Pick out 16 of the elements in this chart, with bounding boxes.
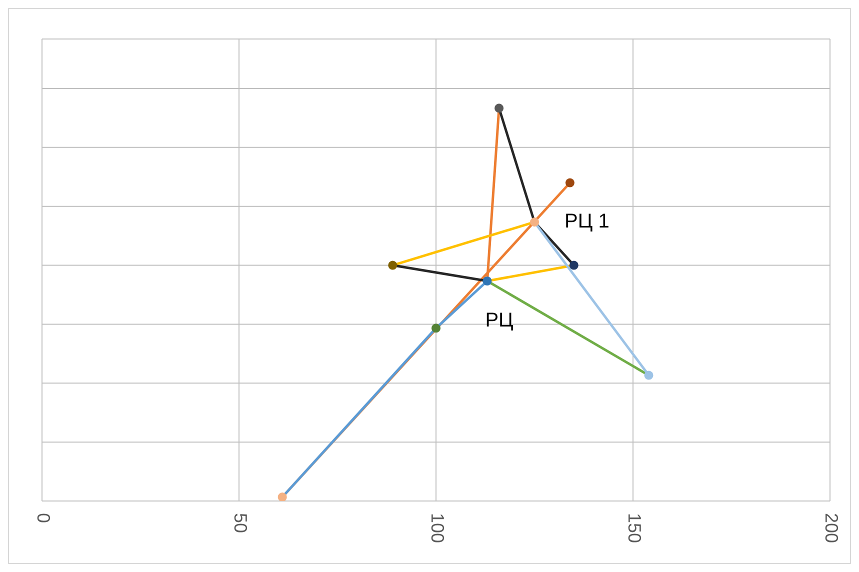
point bbox=[278, 492, 287, 501]
x-tick-label: 0 bbox=[33, 513, 54, 524]
point bbox=[565, 178, 574, 188]
point bbox=[482, 276, 492, 286]
point bbox=[431, 324, 441, 333]
annotation: РЦ bbox=[485, 309, 514, 332]
point bbox=[644, 370, 654, 380]
x-tick-label: 100 bbox=[427, 513, 448, 544]
x-tick-label: 200 bbox=[821, 513, 842, 544]
annotation: РЦ 1 bbox=[564, 210, 610, 232]
x-tick-label: 50 bbox=[230, 513, 250, 534]
point bbox=[388, 260, 398, 270]
point bbox=[530, 218, 540, 227]
point bbox=[569, 260, 578, 270]
x-tick-label: 150 bbox=[624, 513, 644, 544]
point bbox=[494, 104, 504, 113]
